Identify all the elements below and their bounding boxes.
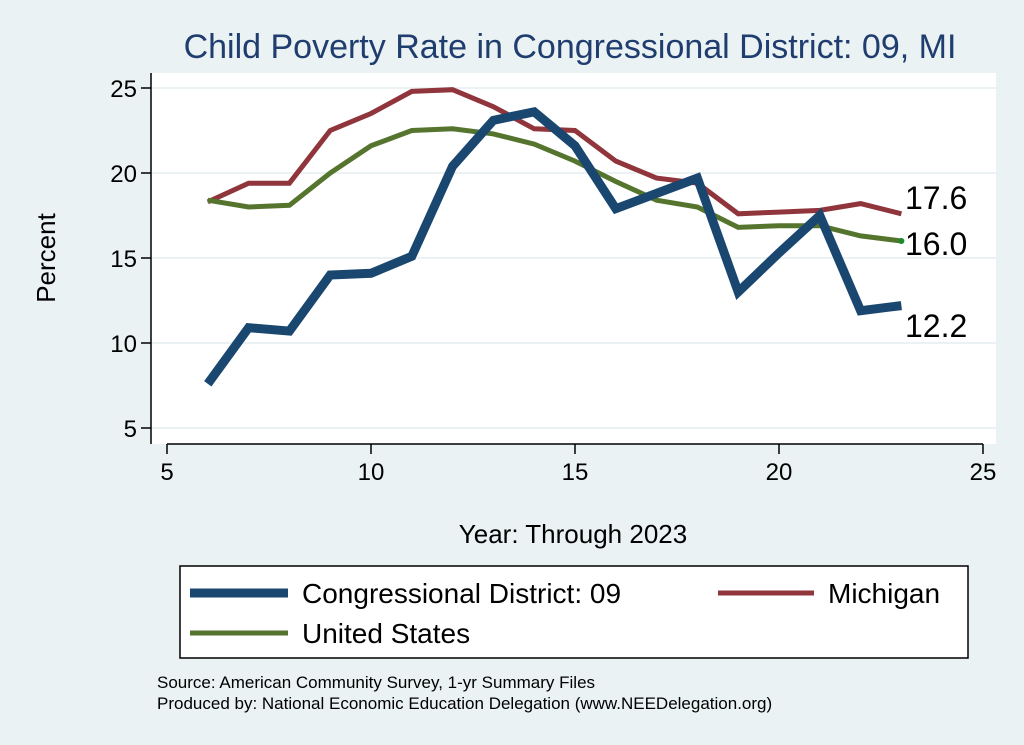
series-lines [204, 87, 905, 387]
y-tick-label: 5 [124, 416, 137, 443]
axes: 5 10 15 20 25 5 10 15 20 25 [110, 73, 996, 486]
x-tick-label: 10 [358, 459, 385, 486]
x-tick-label: 20 [766, 459, 793, 486]
x-tick-label: 25 [970, 459, 997, 486]
series-line-us [207, 126, 902, 244]
x-tick-label: 5 [160, 459, 173, 486]
end-label: 16.0 [905, 226, 967, 262]
end-label: 17.6 [905, 180, 967, 216]
y-axis-label: Percent [31, 212, 61, 302]
chart-title: Child Poverty Rate in Congressional Dist… [184, 28, 957, 66]
y-tick-label: 10 [110, 331, 137, 358]
series-line-district [204, 106, 902, 387]
x-tick-label: 15 [562, 459, 589, 486]
y-tick-label: 20 [110, 161, 137, 188]
legend-entry-us: United States [302, 618, 470, 649]
grid-lines [151, 87, 996, 429]
x-axis-label: Year: Through 2023 [459, 519, 687, 549]
source-note: Source: American Community Survey, 1-yr … [157, 673, 595, 692]
legend-entry-district: Congressional District: 09 [302, 578, 621, 609]
legend-entry-michigan: Michigan [828, 578, 940, 609]
y-tick-label: 15 [110, 246, 137, 273]
legend-box [179, 565, 969, 659]
producer-note: Produced by: National Economic Education… [157, 694, 772, 713]
end-labels: 12.2 17.6 16.0 [905, 180, 967, 344]
us-end-marker [898, 238, 905, 244]
y-tick-label: 25 [110, 76, 137, 103]
end-label: 12.2 [905, 308, 967, 344]
legend: Congressional District: 09 Michigan Unit… [179, 565, 969, 659]
